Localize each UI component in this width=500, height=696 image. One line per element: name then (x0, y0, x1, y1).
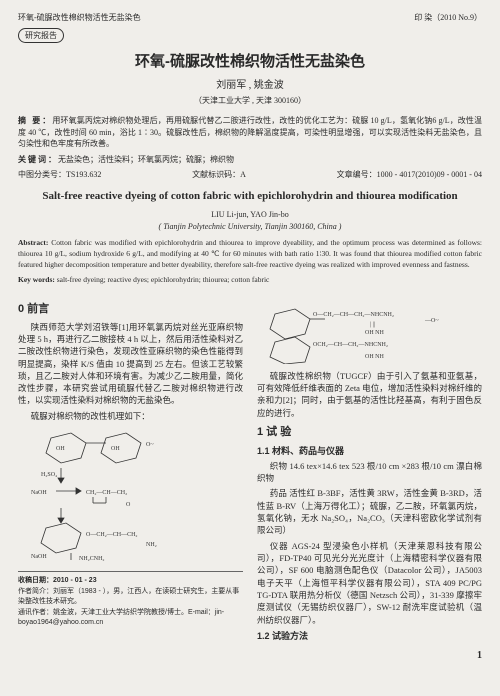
abstract-cn-text: 用环氧氯丙烷对棉织物处理后，再用硫脲代替乙二胺进行改性，改性的优化工艺为：硫脲 … (18, 116, 482, 148)
left-column: 0 前言 陕西师范大学刘沼铁等[1]用环氧氯丙烷对丝光亚麻织物处理 5 h，再进… (18, 296, 243, 664)
right-column: O—CH₂—CH—CH₂—NHCNH₂ | || OH NH OCH₂—CH—C… (257, 296, 482, 664)
chemistry-product-svg: O—CH₂—CH—CH₂—NHCNH₂ | || OH NH OCH₂—CH—C… (265, 302, 475, 364)
svg-text:CH₂—CH—CH₂: CH₂—CH—CH₂ (86, 490, 127, 496)
intro-para-2: 硫脲对棉织物的改性机理如下： (18, 410, 243, 422)
affiliation-chinese: （天津工业大学 , 天津 300160） (18, 95, 482, 107)
keywords-en-label: Key words: (18, 275, 55, 284)
abstract-en-text: Cotton fabric was modified with epichlor… (18, 238, 482, 269)
corresponding-author: 通讯作者：姚金波，天津工业大学纺织学院教授/博士。E-mail：jin-boya… (18, 608, 243, 629)
materials-instruments: 仪器 AGS-24 型浸染色小样机（天津莱恩科技有限公司），FD-TP40 可见… (257, 540, 482, 626)
section-1-title: 1 试 验 (257, 425, 482, 441)
svg-text:—O~: —O~ (424, 318, 439, 324)
svg-text:OH: OH (56, 446, 65, 452)
chemistry-scheme-svg: OH OH O~ H₂SO₄ NaOH CH₂—CH—CH₂ O (31, 428, 231, 563)
svg-text:O: O (126, 502, 131, 508)
abstract-cn-label: 摘 要： (18, 116, 52, 125)
svg-text:NH₂CNH₂: NH₂CNH₂ (79, 556, 105, 562)
svg-text:OH NH: OH NH (365, 354, 384, 360)
received-date: 收稿日期：2010 - 01 - 23 (18, 576, 243, 587)
running-head-left: 环氧-硫脲改性棉织物活性无盐染色 (18, 12, 141, 24)
svg-text:OCH₂—CH—CH₂—NHCNH₂: OCH₂—CH—CH₂—NHCNH₂ (313, 342, 388, 348)
section-1-1-title: 1.1 材料、药品与仪器 (257, 445, 482, 458)
authors-chinese: 刘丽军 , 姚金波 (18, 79, 482, 94)
keywords-english: Key words: salt-free dyeing; reactive dy… (18, 275, 482, 286)
svg-text:OH: OH (111, 446, 120, 452)
svg-text:OH NH: OH NH (365, 330, 384, 336)
svg-text:H₂SO₄: H₂SO₄ (41, 472, 57, 478)
intro-para-1: 陕西师范大学刘沼铁等[1]用环氧氯丙烷对丝光亚麻织物处理 5 h，再进行乙二胺接… (18, 321, 243, 407)
page-number: 1 (257, 649, 482, 664)
title-chinese: 环氧-硫脲改性棉织物活性无盐染色 (18, 51, 482, 73)
keywords-cn-label: 关键词： (18, 155, 58, 164)
clc-number: 中图分类号：TS193.632 (18, 169, 101, 181)
abstract-english: Abstract: Cotton fabric was modified wit… (18, 238, 482, 271)
svg-text:O—CH₂—CH—CH₂: O—CH₂—CH—CH₂ (86, 532, 138, 538)
keywords-en-text: salt-free dyeing; reactive dyes; epichlo… (57, 275, 270, 284)
svg-text:| ||: | || (370, 322, 375, 328)
keywords-chinese: 关键词：无盐染色；活性染料；环氧氯丙烷；硫脲；棉织物 (18, 154, 482, 166)
authors-english: LIU Li-jun, YAO Jin-bo (18, 209, 482, 221)
author-bio: 作者简介：刘丽军（1983 - ），男，江西人，在读硕士研究生，主要从事染整改性… (18, 587, 243, 608)
abstract-chinese: 摘 要：用环氧氯丙烷对棉织物处理后，再用硫脲代替乙二胺进行改性，改性的优化工艺为… (18, 115, 482, 150)
svg-text:NH₂: NH₂ (146, 542, 157, 548)
materials-fabric: 织物 14.6 tex×14.6 tex 523 根/10 cm ×283 根/… (257, 460, 482, 485)
section-0-title: 0 前言 (18, 302, 243, 318)
section-1-2-title: 1.2 试验方法 (257, 630, 482, 643)
abstract-en-label: Abstract: (18, 238, 48, 247)
title-english: Salt-free reactive dyeing of cotton fabr… (18, 189, 482, 205)
reaction-scheme-left: OH OH O~ H₂SO₄ NaOH CH₂—CH—CH₂ O (18, 428, 243, 563)
svg-text:NaOH: NaOH (31, 554, 47, 560)
reaction-scheme-right: O—CH₂—CH—CH₂—NHCNH₂ | || OH NH OCH₂—CH—C… (257, 302, 482, 364)
report-badge: 研究报告 (18, 28, 64, 44)
classification-row: 中图分类号：TS193.632 文献标识码：A 文章编号：1000 - 4017… (18, 169, 482, 181)
running-head-right: 印 染（2010 No.9） (414, 12, 482, 24)
footer-block: 收稿日期：2010 - 01 - 23 作者简介：刘丽军（1983 - ），男，… (18, 571, 243, 629)
svg-text:O—CH₂—CH—CH₂—NHCNH₂: O—CH₂—CH—CH₂—NHCNH₂ (313, 312, 394, 318)
doc-code: 文献标识码：A (192, 169, 246, 181)
svg-text:NaOH: NaOH (31, 490, 47, 496)
keywords-cn-text: 无盐染色；活性染料；环氧氯丙烷；硫脲；棉织物 (58, 155, 234, 164)
materials-chemicals: 药品 活性红 B-3BF，活性黄 3RW，活性金黄 B-3RD，活性蓝 B-RV… (257, 487, 482, 536)
right-intro-para: 硫脲改性棉织物（TUGCF）由于引入了氨基和亚氨基，可有效降低纤维表面的 Zet… (257, 370, 482, 419)
svg-text:O~: O~ (146, 442, 154, 448)
affiliation-english: ( Tianjin Polytechnic University, Tianji… (18, 221, 482, 233)
article-id: 文章编号：1000 - 4017(2010)09 - 0001 - 04 (337, 169, 482, 181)
